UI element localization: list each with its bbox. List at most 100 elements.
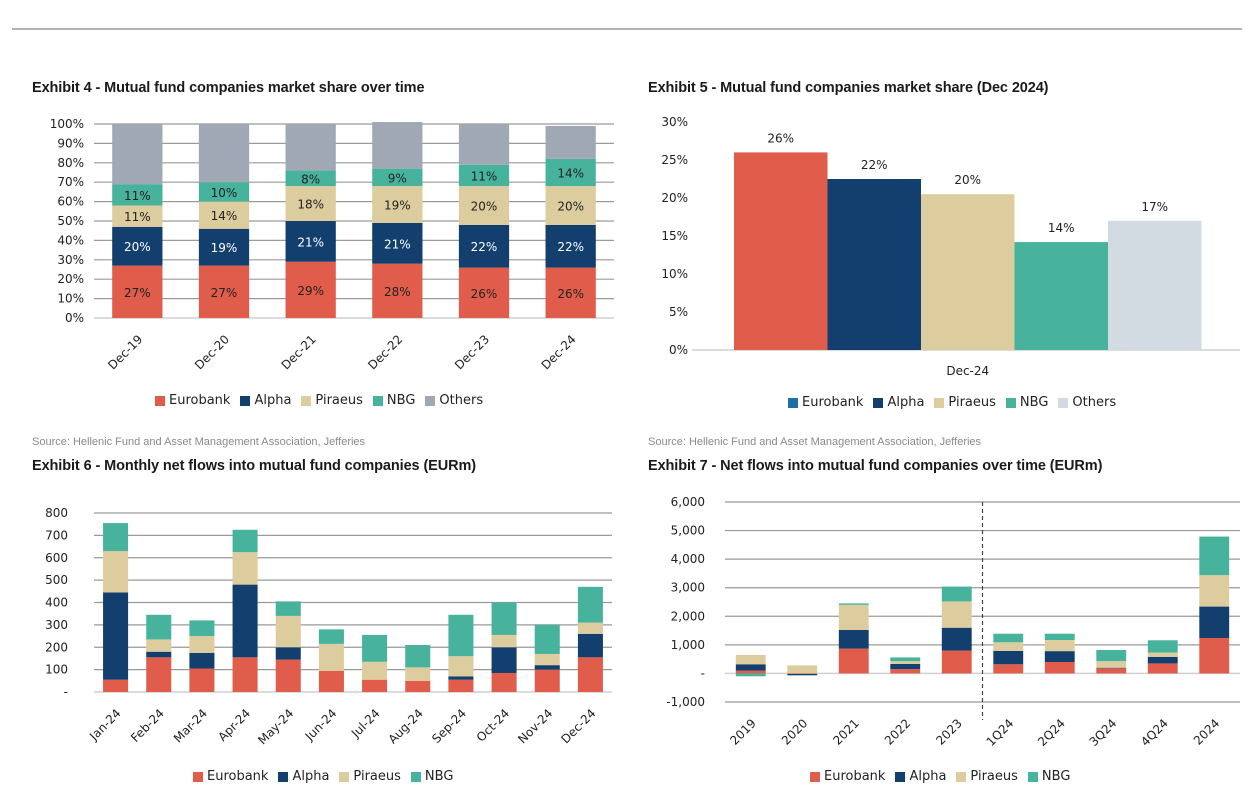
legend-swatch-nbg — [1005, 397, 1016, 408]
legend-label-nbg: NBG — [386, 393, 416, 408]
bar-segment-eurobank — [1044, 662, 1075, 674]
bar-segment-nbg — [941, 586, 972, 602]
data-label: 10% — [211, 186, 238, 200]
legend-item-nbg: NBG — [1027, 769, 1070, 784]
bar-segment-eurobank — [993, 664, 1024, 674]
x-tick-label: 2021 — [830, 716, 861, 747]
y-tick-label: 50% — [57, 214, 84, 228]
bar-segment-alpha — [448, 676, 474, 680]
x-tick-label: Nov-24 — [515, 706, 555, 746]
bar-segment-nbg — [285, 170, 336, 187]
x-tick-label: Dec-24 — [558, 706, 598, 746]
data-label: 26% — [767, 131, 794, 145]
bar-piraeus — [921, 194, 1015, 350]
exhibit4-title: Exhibit 4 - Mutual fund companies market… — [32, 80, 425, 96]
legend-swatch-piraeus — [301, 395, 312, 406]
exhibit7-legend: Eurobank Alpha Piraeus NBG — [810, 769, 1070, 784]
bar-segment-piraeus — [405, 667, 431, 681]
y-tick-label: 30% — [661, 115, 688, 129]
x-tick-label: Apr-24 — [215, 706, 253, 744]
bar-segment-alpha — [545, 224, 596, 268]
legend-item-piraeus: Piraeus — [339, 769, 401, 784]
y-tick-label: 3,000 — [671, 581, 705, 595]
exhibit4-chart: 0% 10% 20% 30% 40% 50% 60% 70% 80% 90% 100% 27% 20% 1… — [50, 117, 614, 372]
data-label: 21% — [384, 237, 411, 251]
y-tick-label: 15% — [661, 229, 688, 243]
y-tick-label: 5,000 — [671, 524, 705, 538]
y-tick-label: 6,000 — [671, 495, 705, 509]
bar-segment-piraeus — [458, 186, 510, 225]
x-tick-label: Oct-24 — [474, 706, 512, 744]
x-tick-label: 1Q24 — [984, 716, 1017, 749]
exhibit5-chart: 0% 5% 10% 15% 20% 25% 30% 26% 22% 20% 14% 17% Dec-24 — [661, 115, 1240, 378]
y-tick-label: 100% — [50, 117, 84, 131]
bar-segment-others — [372, 122, 423, 169]
bar-segment-alpha — [285, 221, 336, 262]
y-tick-label: 20% — [661, 191, 688, 205]
y-tick-label: 60% — [57, 195, 84, 209]
y-tick-label: 2,000 — [671, 609, 705, 623]
legend-label-others: Others — [439, 393, 484, 408]
data-label: 11% — [471, 169, 498, 183]
legend-swatch-piraeus — [339, 771, 350, 782]
bar-segment-piraeus — [787, 665, 818, 674]
bar-segment-eurobank — [103, 679, 129, 692]
y-tick-label: 400 — [45, 596, 68, 610]
bar-segment-alpha — [838, 630, 869, 649]
bar-segment-piraeus — [112, 205, 163, 227]
exhibit5-legend: Eurobank Alpha Piraeus NBG Others — [788, 395, 1116, 410]
bar-segment-eurobank — [545, 267, 596, 318]
bar-segment-nbg — [318, 629, 344, 644]
x-tick-label: 2023 — [933, 716, 964, 747]
y-tick-label: 600 — [45, 551, 68, 565]
legend-label-alpha: Alpha — [292, 769, 330, 784]
y-tick-label: 0% — [65, 311, 84, 325]
bar-segment-nbg — [362, 634, 388, 662]
bar-segment-eurobank — [491, 672, 517, 692]
source-note-right: Source: Hellenic Fund and Asset Manageme… — [648, 436, 982, 448]
x-tick-label: 2020 — [779, 716, 810, 747]
bar-segment-nbg — [198, 182, 250, 202]
bar-segment-alpha — [1096, 667, 1127, 669]
legend-label-piraeus: Piraeus — [315, 393, 363, 408]
legend-swatch-eurobank — [193, 771, 203, 782]
exhibit6-chart: - 100 200 300 400 500 600 700 800 Jan-24 Feb-24 Mar… — [45, 506, 612, 747]
y-tick-label: 300 — [45, 618, 68, 632]
x-tick-label: Sep-24 — [429, 706, 469, 746]
y-tick-label: 90% — [57, 136, 84, 150]
bar-segment-nbg — [1147, 640, 1178, 653]
bar-segment-nbg — [787, 675, 818, 676]
bar-segment-nbg — [1199, 536, 1230, 576]
x-tick-label: Jan-24 — [86, 706, 124, 744]
bar-segment-alpha — [787, 674, 818, 676]
bar-nbg — [1014, 242, 1108, 350]
bar-segment-nbg — [1096, 650, 1127, 662]
legend-swatch-eurobank — [155, 395, 165, 406]
y-tick-label: 200 — [45, 640, 68, 654]
bar-segment-nbg — [448, 614, 474, 657]
bar-alpha — [827, 179, 921, 350]
bar-segment-piraeus — [941, 601, 972, 628]
bar-segment-piraeus — [1199, 575, 1230, 607]
bar-segment-eurobank — [146, 657, 172, 692]
bar-segment-piraeus — [491, 634, 517, 648]
legend-item-piraeus: Piraeus — [301, 393, 363, 408]
bar-segment-eurobank — [941, 650, 972, 674]
legend-item-eurobank: Eurobank — [155, 393, 230, 408]
data-label: 19% — [384, 199, 411, 213]
x-tick-label: Dec-24 — [539, 332, 579, 372]
x-tick-label: 4Q24 — [1138, 716, 1171, 749]
x-tick-label: Dec-24 — [946, 364, 989, 378]
bar-segment-alpha — [1199, 606, 1230, 638]
bar-segment-alpha — [1044, 651, 1075, 662]
data-label: 18% — [297, 198, 324, 212]
bar-segment-piraeus — [103, 551, 129, 593]
x-tick-label: Jul-24 — [348, 706, 383, 741]
legend-label-piraeus: Piraeus — [948, 395, 996, 410]
data-label: 26% — [557, 287, 584, 301]
bar-segment-alpha — [189, 652, 215, 669]
exhibit5-title: Exhibit 5 - Mutual fund companies market… — [648, 80, 1049, 96]
y-tick-label: 5% — [669, 305, 688, 319]
legend-item-eurobank: Eurobank — [193, 769, 268, 784]
bar-segment-nbg — [534, 624, 560, 654]
